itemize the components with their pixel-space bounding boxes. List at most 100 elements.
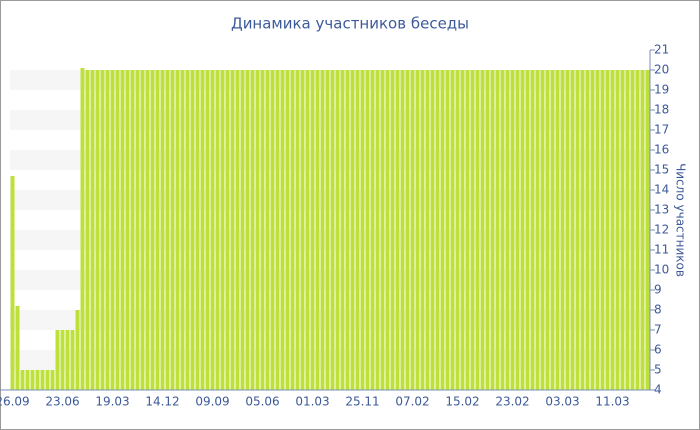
bar bbox=[640, 70, 645, 390]
bar bbox=[330, 70, 335, 390]
bar bbox=[620, 70, 625, 390]
bar bbox=[545, 70, 550, 390]
y-tick-label: 13 bbox=[654, 203, 669, 217]
bar bbox=[110, 70, 115, 390]
bar bbox=[365, 70, 370, 390]
bar bbox=[325, 70, 330, 390]
bar bbox=[495, 70, 500, 390]
bar bbox=[205, 70, 210, 390]
bar bbox=[645, 70, 650, 390]
x-tick-label: 23.02 bbox=[495, 395, 529, 409]
bar bbox=[305, 70, 310, 390]
bar bbox=[215, 70, 220, 390]
bar bbox=[315, 70, 320, 390]
grid-band bbox=[10, 270, 650, 290]
bar bbox=[180, 70, 185, 390]
bar bbox=[625, 70, 630, 390]
bar bbox=[145, 70, 150, 390]
x-tick-label: 01.03 bbox=[295, 395, 329, 409]
bar bbox=[320, 70, 325, 390]
bar bbox=[285, 70, 290, 390]
bar bbox=[555, 70, 560, 390]
bar bbox=[125, 70, 130, 390]
y-tick-label: 7 bbox=[654, 323, 662, 337]
y-tick-label: 12 bbox=[654, 223, 669, 237]
bar bbox=[135, 70, 140, 390]
bar bbox=[75, 310, 80, 390]
bar bbox=[150, 70, 155, 390]
bar bbox=[120, 70, 125, 390]
bar bbox=[410, 70, 415, 390]
x-tick-label: 03.03 bbox=[545, 395, 579, 409]
bar bbox=[360, 70, 365, 390]
bar bbox=[30, 370, 35, 390]
bar bbox=[280, 70, 285, 390]
bar bbox=[455, 70, 460, 390]
bar bbox=[450, 70, 455, 390]
bar bbox=[225, 70, 230, 390]
grid-band bbox=[10, 350, 650, 370]
bar bbox=[355, 70, 360, 390]
bar bbox=[300, 70, 305, 390]
bar bbox=[290, 70, 295, 390]
bar bbox=[55, 330, 60, 390]
bar bbox=[130, 70, 135, 390]
bar bbox=[585, 70, 590, 390]
bar bbox=[510, 70, 515, 390]
x-tick-label: 15.02 bbox=[445, 395, 479, 409]
bar bbox=[140, 70, 145, 390]
y-tick-label: 4 bbox=[654, 383, 662, 397]
bar bbox=[465, 70, 470, 390]
x-tick-label: 26.09 bbox=[0, 395, 30, 409]
bar bbox=[35, 370, 40, 390]
bar bbox=[340, 70, 345, 390]
bar bbox=[560, 70, 565, 390]
bar bbox=[260, 70, 265, 390]
bar bbox=[170, 70, 175, 390]
bar bbox=[230, 70, 235, 390]
y-tick-label: 15 bbox=[654, 163, 669, 177]
y-tick-label: 5 bbox=[654, 363, 662, 377]
grid-band bbox=[10, 310, 650, 330]
bar bbox=[335, 70, 340, 390]
grid-band bbox=[10, 190, 650, 210]
y-tick-label: 21 bbox=[654, 43, 669, 57]
bar bbox=[405, 70, 410, 390]
bar bbox=[295, 70, 300, 390]
bar bbox=[610, 70, 615, 390]
bar bbox=[115, 70, 120, 390]
bar bbox=[250, 70, 255, 390]
bar bbox=[470, 70, 475, 390]
bar bbox=[380, 70, 385, 390]
x-tick-label: 14.12 bbox=[145, 395, 179, 409]
bar bbox=[550, 70, 555, 390]
bar bbox=[100, 70, 105, 390]
y-tick-label: 16 bbox=[654, 143, 669, 157]
bar bbox=[570, 70, 575, 390]
bar bbox=[40, 370, 45, 390]
bar bbox=[105, 70, 110, 390]
bar bbox=[45, 370, 50, 390]
bar bbox=[160, 70, 165, 390]
bar bbox=[240, 70, 245, 390]
x-tick-label: 09.09 bbox=[195, 395, 229, 409]
y-axis-label: Число участников bbox=[674, 163, 688, 277]
bar bbox=[210, 70, 215, 390]
bar bbox=[270, 70, 275, 390]
bar bbox=[245, 70, 250, 390]
bar bbox=[540, 70, 545, 390]
bar bbox=[10, 176, 15, 390]
bar bbox=[600, 70, 605, 390]
bar bbox=[65, 330, 70, 390]
x-tick-label: 11.03 bbox=[595, 395, 629, 409]
bar bbox=[575, 70, 580, 390]
bar bbox=[630, 70, 635, 390]
x-tick-label: 25.11 bbox=[345, 395, 379, 409]
bar bbox=[480, 70, 485, 390]
bar bbox=[490, 70, 495, 390]
bar bbox=[485, 70, 490, 390]
grid-band bbox=[10, 110, 650, 130]
y-tick-label: 19 bbox=[654, 83, 669, 97]
bar bbox=[435, 70, 440, 390]
